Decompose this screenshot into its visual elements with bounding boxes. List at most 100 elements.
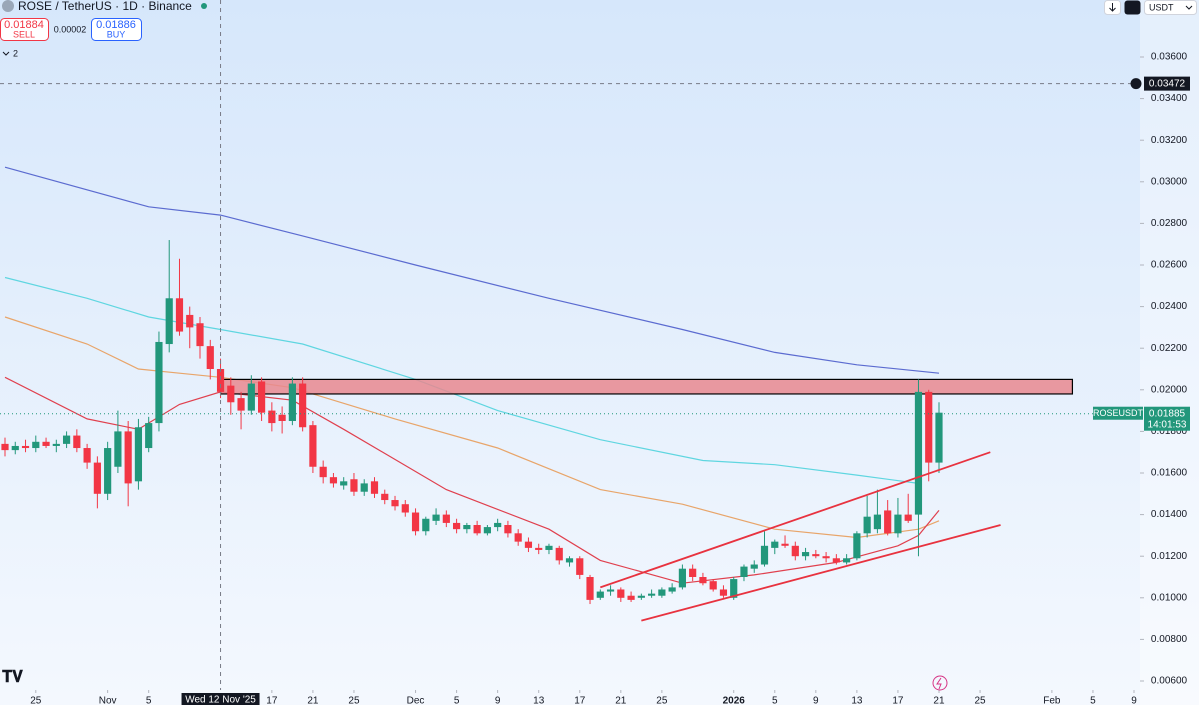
candle-body (124, 431, 132, 484)
candle-body (155, 341, 163, 424)
candle-body (925, 391, 933, 463)
y-tick-label: 0.01200 (1151, 551, 1188, 562)
candle-body (740, 566, 748, 577)
candle-body (494, 522, 502, 528)
sell-button[interactable] (0, 18, 49, 41)
buy-button[interactable] (91, 18, 142, 41)
candle-body (565, 558, 574, 563)
arrow-icon (1109, 3, 1116, 12)
candle-body (299, 383, 307, 428)
buy-price: 0.01886 (96, 19, 136, 31)
symbol-icon (2, 0, 14, 12)
candle-body (73, 435, 81, 449)
y-tick-label: 0.02600 (1151, 260, 1188, 271)
candle-body (165, 298, 173, 345)
symbol-tag-label: ROSEUSDT (1093, 408, 1144, 418)
event-bolt (936, 677, 942, 690)
dropdown-icon (1185, 5, 1193, 10)
currency: USDT (1149, 2, 1174, 12)
candle-body (596, 591, 604, 598)
x-tick-label: Feb (1043, 696, 1061, 705)
candle-body (483, 527, 491, 534)
y-tick-label: 0.01000 (1151, 592, 1188, 603)
candle-body (863, 516, 871, 534)
candle-body (32, 441, 40, 449)
add-alert-icon (1130, 78, 1142, 90)
candle-body (134, 427, 143, 482)
y-tick-label: 0.03400 (1151, 93, 1188, 104)
y-tick-label: 0.02800 (1151, 218, 1188, 229)
candle-body (750, 564, 758, 569)
candle-body (617, 589, 625, 598)
x-tick-label: 25 (974, 696, 986, 705)
symbol-title: ROSE / TetherUS · 1D · Binance (18, 0, 192, 13)
crosshair-x-tag (181, 693, 260, 705)
candle-body (504, 525, 512, 534)
overlay: 0.00600 0.00800 0.01000 0.01200 0.01400 0.016… (30, 52, 1190, 705)
x-tick-label: 21 (933, 696, 945, 705)
candle-body (894, 514, 902, 534)
moving-average (4, 276, 919, 484)
candle-body (442, 514, 450, 523)
candle-body (586, 577, 594, 600)
y-tick-label: 0.01800 (1151, 426, 1188, 437)
candle-body (719, 589, 728, 596)
candle-body (319, 466, 327, 478)
price-tag-value: 0.01885 (1149, 408, 1186, 419)
x-tick-label: 5 (1090, 696, 1096, 705)
indicator-count: 2 (13, 48, 18, 58)
y-tick-label: 0.00800 (1151, 634, 1188, 645)
candle-body (227, 385, 235, 403)
event-icon[interactable] (932, 675, 948, 691)
x-tick-label: 5 (772, 696, 778, 705)
candle-body (648, 593, 656, 596)
candle-body (186, 314, 194, 328)
y-tick-label: 0.03000 (1151, 176, 1188, 187)
price-tag (1144, 406, 1190, 431)
candle-body (801, 552, 810, 557)
spread: 0.00002 (54, 24, 87, 34)
candle-body (453, 522, 461, 530)
indicator-toggle[interactable] (2, 51, 10, 56)
currency-button[interactable] (1144, 0, 1197, 15)
candle-body (904, 514, 912, 521)
candle-body (709, 581, 717, 590)
candle-body (360, 483, 368, 492)
candle-body (545, 545, 553, 550)
candle-body (288, 383, 296, 421)
candle-body (730, 579, 738, 598)
candle-body (689, 568, 697, 577)
symbol-tag (1093, 406, 1143, 420)
candle-body (791, 545, 799, 557)
x-tick-label: 2026 (723, 696, 746, 705)
candle-body (329, 477, 338, 484)
candle-body (853, 533, 861, 559)
candle-body (524, 541, 533, 548)
reset-button[interactable] (1124, 0, 1141, 15)
x-tick-label: 5 (454, 696, 460, 705)
candle-body (760, 545, 769, 565)
x-tick-label: 17 (892, 696, 904, 705)
candle-body (843, 558, 851, 563)
candle-body (206, 346, 214, 369)
resistance-zone (219, 378, 1074, 395)
candle-body (391, 500, 399, 507)
plot-area (0, 0, 1140, 690)
crosshair-y-label: 0.03472 (1149, 78, 1186, 89)
x-tick-label: 25 (348, 696, 360, 705)
x-tick-label: Nov (99, 696, 117, 705)
candle-body (637, 595, 645, 598)
candle-body (93, 462, 101, 494)
x-tick-label: 5 (146, 696, 152, 705)
candle-body (401, 504, 409, 513)
y-tick-label: 0.01600 (1151, 468, 1188, 479)
x-tick-label: 21 (307, 696, 319, 705)
candle-body (832, 558, 840, 563)
candle-body (699, 577, 707, 584)
candle-body (432, 514, 440, 521)
x-tick-label: 9 (1131, 696, 1137, 705)
x-tick-label: 17 (574, 696, 586, 705)
